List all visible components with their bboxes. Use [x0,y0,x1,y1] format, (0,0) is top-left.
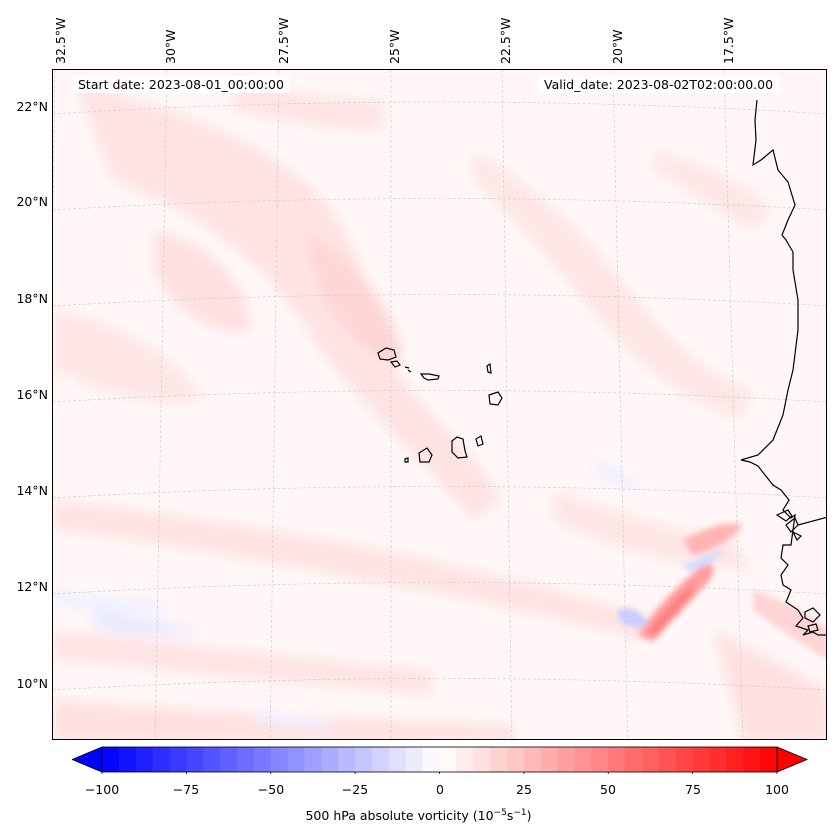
colorbar-step [642,747,660,772]
lat-label: 22°N [16,99,48,114]
colorbar-tick-label: −100 [84,782,120,797]
colorbar-tick-label: 75 [685,782,701,797]
colorbar-step [203,747,221,772]
colorbar-label-mid: s [506,808,514,824]
colorbar-tick-label: 50 [600,782,616,797]
colorbar-step [152,747,171,772]
lat-label: 18°N [16,291,48,306]
colorbar-step [422,747,441,772]
colorbar-step [658,747,677,772]
colorbar-step [675,747,694,772]
colorbar-step [726,747,744,772]
colorbar-steps [102,747,778,772]
colorbar-step [253,747,272,772]
vorticity-map [52,69,827,740]
colorbar-tick-label: 25 [516,782,532,797]
colorbar-step [743,747,761,772]
colorbar-step [270,747,289,772]
lon-label: 20°W [610,29,625,64]
lat-label: 10°N [16,676,48,691]
colorbar-tick-label: −75 [172,782,200,797]
gridlines [53,70,826,739]
colorbar-tick-label: 0 [436,782,444,797]
colorbar-label: 500 hPa absolute vorticity (10−5s−1) [0,808,837,823]
colorbar-step [473,747,491,772]
vorticity-field [53,70,826,739]
lon-label: 25°W [387,29,402,64]
colorbar-step [118,747,137,772]
colorbar-step [456,747,474,772]
colorbar-step [760,747,778,772]
lon-label: 27.5°W [276,17,291,64]
lon-label: 22.5°W [498,17,513,64]
colorbar-step [405,747,424,772]
colorbar-tick-label: 100 [765,782,789,797]
colorbar-step [574,747,592,772]
colorbar-label-prefix: 500 hPa absolute vorticity (10 [305,808,494,824]
lon-label: 32.5°W [53,17,68,64]
colorbar-step [186,747,204,772]
colorbar-min-extension [72,746,103,773]
colorbar-step [237,747,255,772]
lon-label: 17.5°W [721,17,736,64]
colorbar-step [608,747,626,772]
lat-label: 16°N [16,387,48,402]
valid-date-label: Valid_date: 2023-08-02T02:00:00.00 [538,76,780,93]
colorbar-step [591,747,609,772]
colorbar-step [169,747,187,772]
colorbar-step [507,747,525,772]
colorbar-step [304,747,322,772]
colorbar-step [625,747,643,772]
colorbar-step [557,747,576,772]
colorbar [72,746,809,774]
colorbar-step [692,747,711,772]
lat-label: 12°N [16,579,48,594]
colorbar-step [135,747,154,772]
colorbar-step [338,747,356,772]
coastline [740,99,826,636]
colorbar-step [321,747,339,772]
colorbar-step [355,747,373,772]
lon-label: 30°W [163,29,178,64]
colorbar-max-extension [776,746,809,773]
lat-label: 20°N [16,194,48,209]
colorbar-step [102,747,120,772]
colorbar-label-exp1: −5 [493,808,507,818]
colorbar-label-suffix: ) [526,808,532,824]
lat-label: 14°N [16,483,48,498]
colorbar-label-exp2: −1 [513,808,527,818]
island-outlines [377,347,503,463]
colorbar-step [372,747,390,772]
colorbar-step [388,747,407,772]
colorbar-step [439,747,457,772]
colorbar-tick-label: −50 [257,782,285,797]
vorticity-maxima [618,523,826,659]
colorbar-step [287,747,306,772]
map-canvas [53,70,826,739]
colorbar-step [709,747,727,772]
colorbar-step [490,747,508,772]
colorbar-ticks [101,772,778,774]
colorbar-step [220,747,238,772]
colorbar-tick-label: −25 [341,782,369,797]
start-date-label: Start date: 2023-08-01_00:00:00 [72,76,290,93]
colorbar-step [540,747,559,772]
colorbar-step [523,747,542,772]
